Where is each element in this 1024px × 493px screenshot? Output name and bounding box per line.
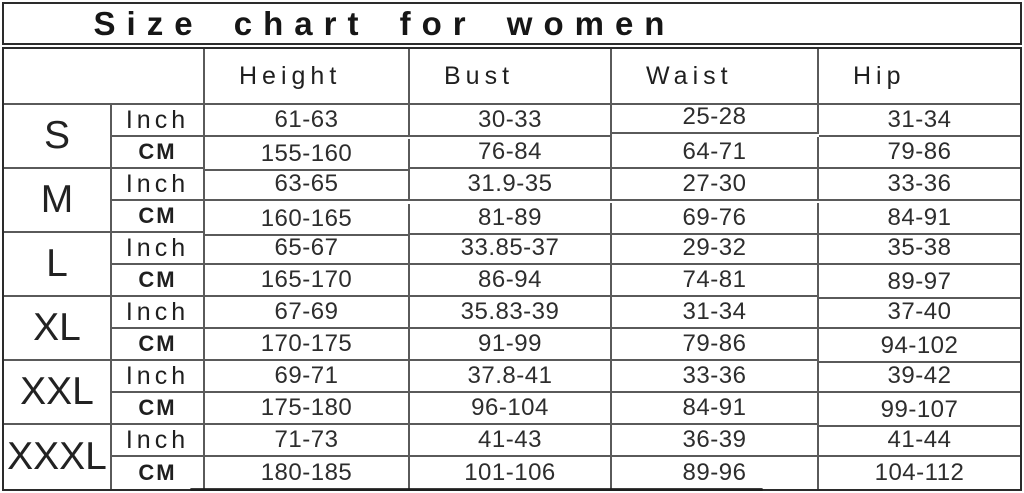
table-cell: 91-99 bbox=[410, 329, 612, 361]
col-header-waist: Waist bbox=[612, 49, 819, 105]
unit-label: CM bbox=[112, 329, 205, 361]
unit-label: Inch bbox=[112, 233, 205, 265]
col-header-height: Height bbox=[205, 49, 410, 105]
table-cell: 41-43 bbox=[410, 425, 612, 457]
table-cell: 27-30 bbox=[612, 169, 819, 201]
scan-edge-artifact bbox=[190, 488, 763, 491]
table-cell: 69-71 bbox=[205, 361, 410, 393]
unit-label: Inch bbox=[112, 425, 205, 457]
title-bar: Size chart for women bbox=[2, 2, 1022, 45]
unit-label: CM bbox=[112, 393, 205, 425]
size-label-l: L bbox=[4, 233, 112, 297]
col-header-bust: Bust bbox=[410, 49, 612, 105]
corner-cell bbox=[4, 49, 205, 105]
unit-label: CM bbox=[112, 457, 205, 489]
table-cell: 101-106 bbox=[410, 457, 612, 489]
unit-label: CM bbox=[112, 137, 205, 169]
unit-label: Inch bbox=[112, 169, 205, 201]
size-label-m: M bbox=[4, 169, 112, 233]
table-cell: 33-36 bbox=[612, 361, 819, 393]
table-cell: 69-76 bbox=[612, 203, 819, 235]
table-cell: 33-36 bbox=[819, 169, 1020, 201]
size-label-s: S bbox=[4, 105, 112, 169]
table-cell: 64-71 bbox=[612, 137, 819, 169]
page-title: Size chart for women bbox=[93, 4, 676, 42]
table-cell: 89-96 bbox=[612, 457, 819, 489]
table-cell: 67-69 bbox=[205, 297, 410, 329]
table-cell: 65-67 bbox=[205, 233, 410, 265]
col-header-hip: Hip bbox=[819, 49, 1020, 105]
table-cell: 89-97 bbox=[819, 267, 1020, 299]
table-cell: 104-112 bbox=[874, 459, 965, 486]
table-cell: 170-175 bbox=[205, 329, 410, 361]
unit-label: CM bbox=[112, 201, 205, 233]
table-cell: 37.8-41 bbox=[410, 361, 612, 393]
table-cell: 29-32 bbox=[612, 233, 819, 265]
size-label-xxl: XXL bbox=[4, 361, 112, 425]
table-cell: 74-81 bbox=[612, 265, 819, 297]
size-label-xxxl: XXXL bbox=[4, 425, 112, 489]
size-table: Height Bust Waist Hip S Inch 61-63 30-33… bbox=[2, 47, 1022, 491]
table-cell: 76-84 bbox=[410, 137, 612, 169]
table-cell: 155-160 bbox=[205, 139, 410, 171]
table-cell: 61-63 bbox=[205, 105, 410, 137]
table-cell: 180-185 bbox=[205, 457, 410, 489]
table-cell: 175-180 bbox=[205, 393, 410, 425]
table-cell: 37-40 bbox=[819, 297, 1020, 329]
table-cell: 160-165 bbox=[205, 204, 410, 236]
table-cell: 41-44 bbox=[819, 425, 1020, 457]
table-cell: 33.85-37 bbox=[410, 233, 612, 265]
table-cell: 165-170 bbox=[205, 265, 410, 297]
table-cell: 31-34 bbox=[612, 297, 819, 329]
table-cell: 71-73 bbox=[205, 425, 410, 457]
table-cell: 94-102 bbox=[819, 331, 1020, 363]
table-cell: 79-86 bbox=[612, 329, 819, 361]
table-cell: 25-28 bbox=[612, 102, 819, 134]
unit-label: Inch bbox=[112, 361, 205, 393]
table-cell: 63-65 bbox=[205, 169, 410, 201]
unit-label: Inch bbox=[112, 297, 205, 329]
table-cell: 96-104 bbox=[410, 393, 612, 425]
table-cell: 30-33 bbox=[410, 105, 612, 137]
unit-label: CM bbox=[112, 265, 205, 297]
table-cell: 39-42 bbox=[819, 361, 1020, 393]
unit-label: Inch bbox=[112, 105, 205, 137]
table-cell: 31-34 bbox=[819, 105, 1020, 137]
table-cell: 84-91 bbox=[819, 203, 1020, 235]
table-cell: 35-38 bbox=[819, 233, 1020, 265]
size-label-xl: XL bbox=[4, 297, 112, 361]
table-cell: 35.83-39 bbox=[410, 297, 612, 329]
table-cell: 86-94 bbox=[410, 265, 612, 297]
table-cell: 81-89 bbox=[410, 203, 612, 235]
table-cell: 36-39 bbox=[612, 425, 819, 457]
table-cell: 84-91 bbox=[612, 393, 819, 425]
table-cell: 99-107 bbox=[819, 395, 1020, 427]
table-cell: 31.9-35 bbox=[410, 169, 612, 201]
table-cell: 79-86 bbox=[819, 137, 1020, 169]
